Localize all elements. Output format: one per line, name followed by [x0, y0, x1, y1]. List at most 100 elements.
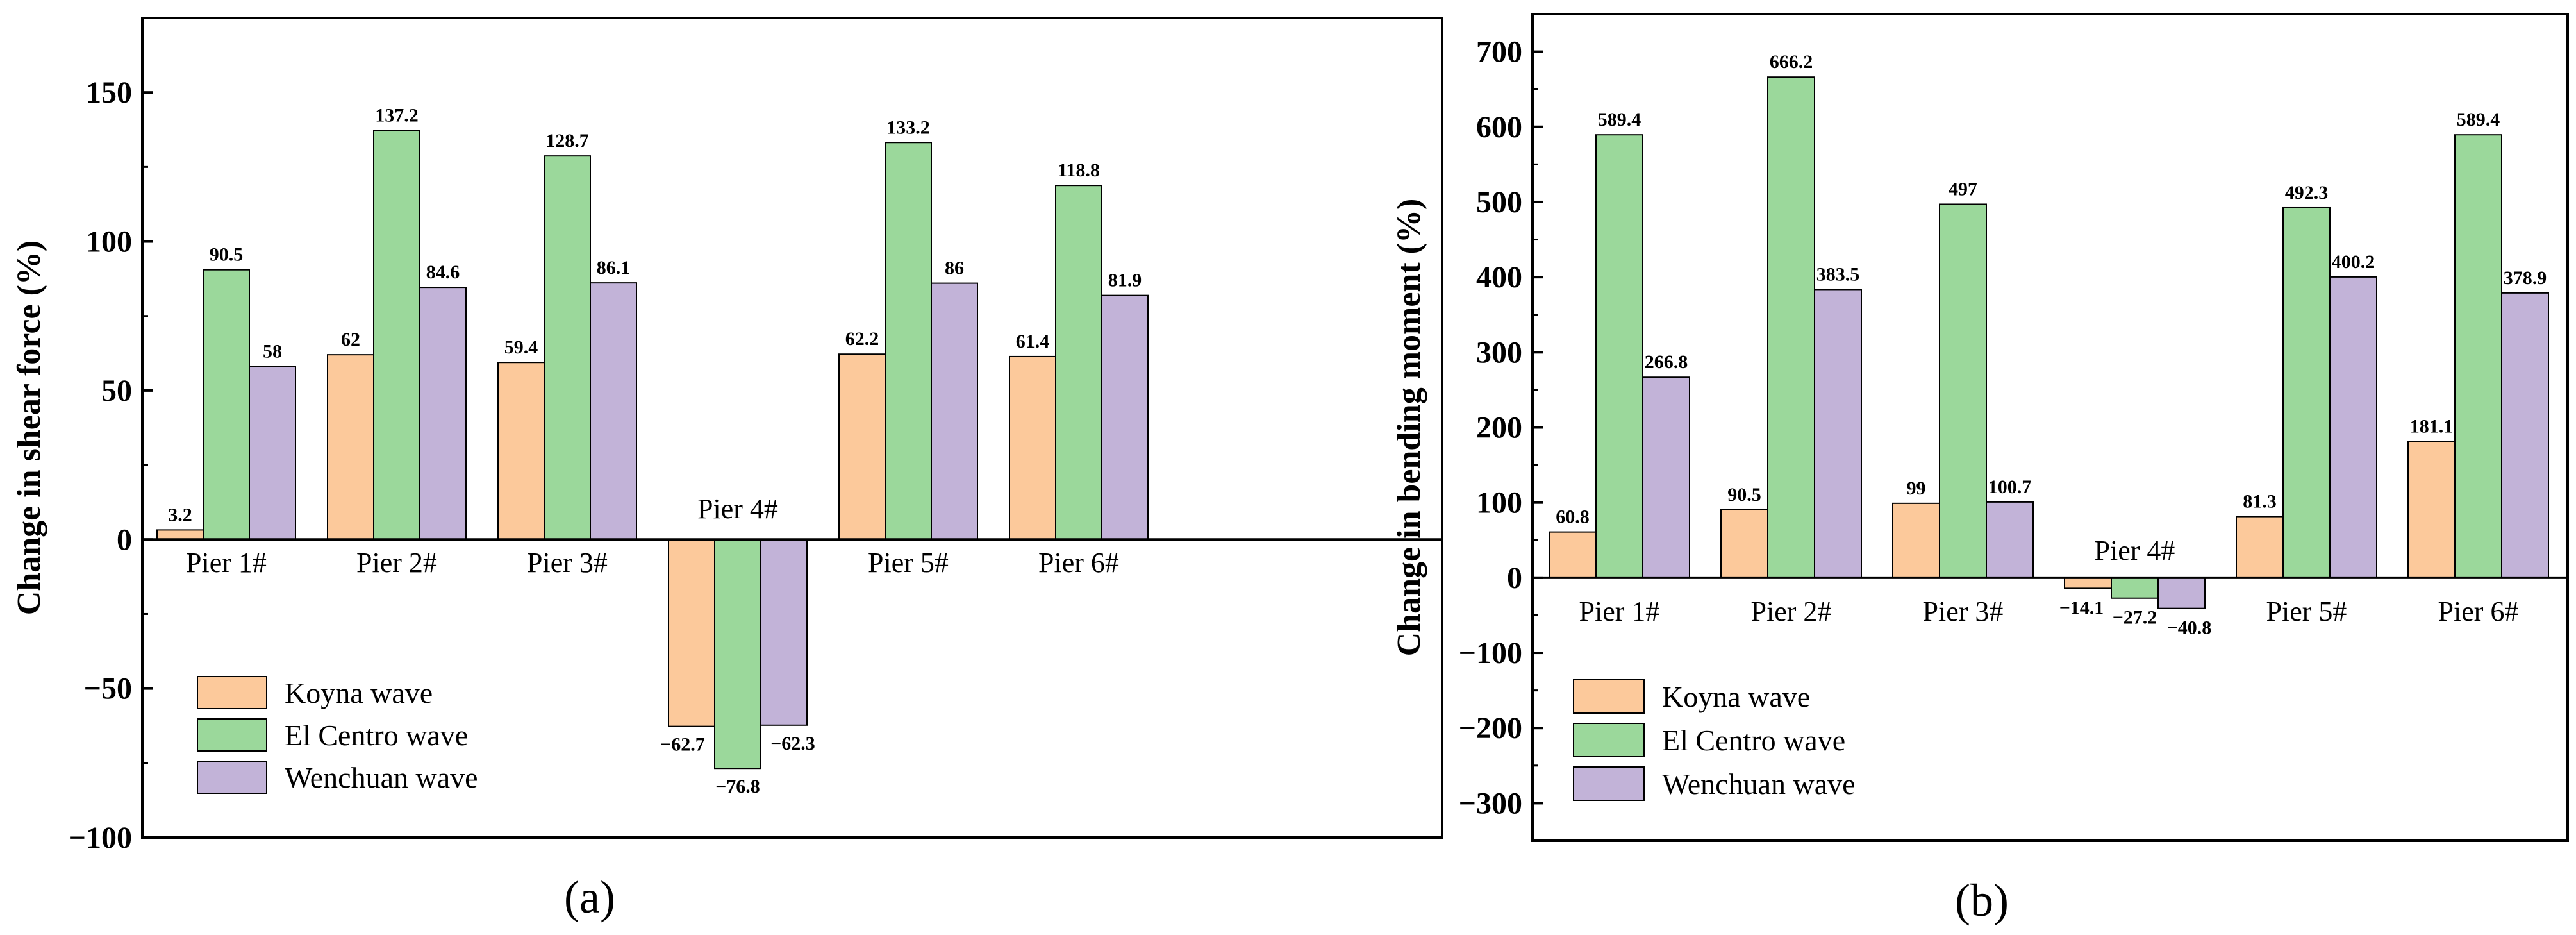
bar-koyna-wave: [2064, 577, 2112, 589]
y-tick-label: 0: [1507, 561, 1522, 595]
x-category-label: Pier 5#: [2266, 596, 2347, 627]
bar-value-label: 90.5: [210, 244, 244, 265]
bar-koyna-wave: [1892, 502, 1940, 578]
bar-value-label: 62: [341, 329, 360, 350]
bar-el-centro-wave: [714, 539, 761, 770]
legend-swatch: [1573, 766, 1645, 801]
bar-wenchuan-wave: [419, 287, 467, 541]
y-tick-label: 50: [101, 374, 132, 408]
bar-koyna-wave: [156, 529, 204, 541]
y-tick-label: 0: [117, 523, 132, 557]
bar-value-label: 100.7: [1988, 476, 2032, 498]
bar-koyna-wave: [2236, 516, 2284, 578]
chart-panel-b: −300 −200 −100 0 100 200 300 400 500 600 700 60.8 58…: [1391, 13, 2569, 926]
bar-el-centro-wave: [1595, 134, 1643, 578]
panel-label: (b): [1955, 875, 2009, 926]
legend-swatch: [197, 761, 267, 794]
bar-value-label: 86.1: [597, 257, 631, 278]
bar-koyna-wave: [327, 354, 374, 541]
bar-value-label: 128.7: [545, 130, 589, 151]
bar-value-label: 99: [1907, 478, 1926, 499]
bar-el-centro-wave: [2282, 206, 2331, 578]
y-tick-label: 300: [1476, 335, 1522, 369]
bar-value-label: 181.1: [2410, 416, 2454, 437]
legend-label: Koyna wave: [1662, 680, 1810, 713]
legend-swatch: [197, 718, 267, 752]
bar-value-label: 3.2: [168, 504, 192, 525]
x-category-label: Pier 2#: [356, 547, 437, 578]
bar-value-label: −14.1: [2059, 597, 2104, 618]
bar-value-label: −27.2: [2113, 607, 2157, 628]
bar-value-label: 497: [1949, 178, 1977, 199]
bar-value-label: 378.9: [2504, 267, 2547, 289]
bar-wenchuan-wave: [1814, 289, 1862, 578]
bar-wenchuan-wave: [1101, 294, 1149, 541]
bar-value-label: −62.3: [770, 733, 815, 754]
bar-wenchuan-wave: [249, 366, 296, 541]
bar-value-label: 90.5: [1727, 484, 1761, 505]
y-tick-label: 100: [86, 225, 132, 259]
chart-panel-a: −100 −50 0 50 100 150 3.2 90.5 58 Pier 1# 62 137.2 8…: [11, 17, 1443, 923]
y-axis-title: Change in bending moment (%): [1391, 199, 1427, 657]
y-tick-label: −300: [1459, 786, 1522, 820]
x-category-label: Pier 4#: [2095, 535, 2175, 566]
y-tick-label: 100: [1476, 486, 1522, 520]
y-tick-label: −100: [69, 821, 132, 855]
bar-koyna-wave: [1009, 355, 1056, 541]
y-tick-label: −100: [1459, 636, 1522, 670]
bar-el-centro-wave: [1055, 185, 1102, 541]
bar-value-label: 86: [945, 258, 964, 279]
bar-koyna-wave: [838, 353, 886, 541]
panel-label: (a): [564, 872, 615, 923]
x-category-label: Pier 6#: [1038, 547, 1119, 578]
bar-value-label: 383.5: [1816, 264, 1860, 285]
bar-value-label: 81.9: [1108, 270, 1142, 291]
bar-el-centro-wave: [2454, 134, 2502, 578]
bar-value-label: 84.6: [426, 262, 460, 283]
bar-koyna-wave: [1549, 531, 1597, 578]
bar-koyna-wave: [668, 539, 715, 727]
bar-wenchuan-wave: [2157, 577, 2206, 609]
legend-swatch: [1573, 679, 1645, 714]
bar-wenchuan-wave: [2501, 292, 2549, 578]
y-tick-label: −50: [84, 672, 132, 706]
bar-value-label: 61.4: [1016, 331, 1050, 352]
bar-value-label: 666.2: [1770, 51, 1813, 72]
x-category-label: Pier 3#: [527, 547, 608, 578]
y-tick-label: 500: [1476, 185, 1522, 219]
bar-el-centro-wave: [2111, 577, 2159, 599]
y-tick-label: 700: [1476, 35, 1522, 69]
bar-wenchuan-wave: [1642, 376, 1690, 578]
bar-wenchuan-wave: [931, 282, 978, 541]
bar-el-centro-wave: [203, 269, 250, 541]
y-tick-label: 600: [1476, 110, 1522, 144]
y-tick-label: −200: [1459, 711, 1522, 745]
y-tick-label: 400: [1476, 260, 1522, 294]
legend-label: Wenchuan wave: [285, 761, 478, 794]
bar-koyna-wave: [497, 362, 545, 541]
bar-value-label: 59.4: [504, 337, 538, 358]
bar-koyna-wave: [1720, 509, 1768, 578]
bar-value-label: 133.2: [886, 117, 930, 138]
bar-el-centro-wave: [885, 142, 932, 541]
bar-wenchuan-wave: [2329, 276, 2377, 578]
y-tick-label: 150: [86, 76, 132, 110]
legend-label: Wenchuan wave: [1662, 768, 1856, 800]
legend-label: Koyna wave: [285, 677, 433, 709]
y-axis-title: Change in shear force (%): [11, 240, 47, 615]
bar-value-label: 62.2: [845, 328, 879, 350]
bar-value-label: −40.8: [2167, 618, 2212, 639]
plot-frame: [141, 17, 1443, 839]
x-category-label: Pier 1#: [186, 547, 267, 578]
bar-koyna-wave: [2407, 441, 2456, 578]
bar-value-label: 118.8: [1058, 160, 1100, 181]
y-tick-label: 200: [1476, 411, 1522, 445]
bar-el-centro-wave: [373, 130, 420, 541]
bar-wenchuan-wave: [760, 539, 808, 726]
bar-el-centro-wave: [1939, 203, 1987, 578]
x-category-label: Pier 1#: [1579, 596, 1660, 627]
bar-wenchuan-wave: [590, 282, 637, 541]
bar-value-label: 589.4: [1598, 109, 1641, 130]
bar-value-label: 266.8: [1645, 351, 1688, 373]
